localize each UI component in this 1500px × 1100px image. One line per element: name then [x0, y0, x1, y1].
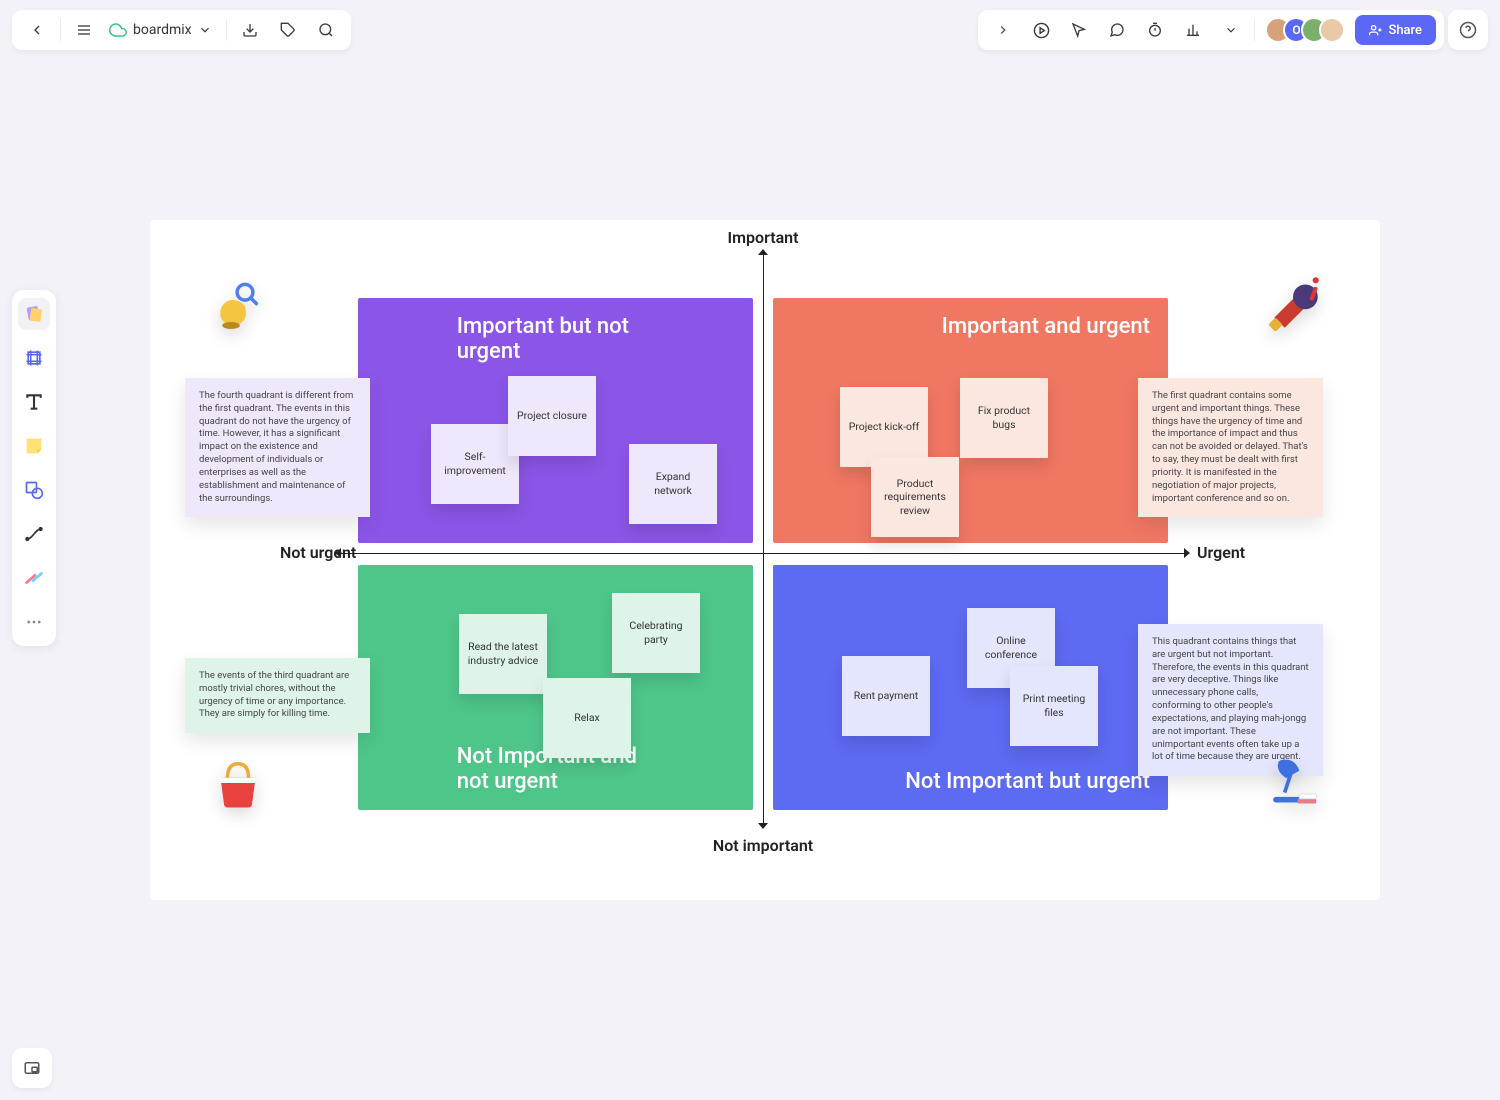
axis-line — [763, 250, 764, 828]
minimap-icon — [23, 1059, 41, 1077]
frame-icon — [24, 348, 44, 368]
share-button[interactable]: Share — [1355, 15, 1436, 45]
shopping-bag-icon — [210, 755, 266, 811]
search-icon — [318, 22, 334, 38]
sticky-note[interactable]: Expand network — [629, 444, 717, 524]
megaphone-icon — [1260, 270, 1316, 326]
tag-icon — [280, 22, 296, 38]
sticky-note[interactable]: Relax — [543, 678, 631, 758]
axis-label-top: Important — [728, 228, 799, 247]
timer-button[interactable] — [1138, 13, 1172, 47]
back-button[interactable] — [20, 13, 54, 47]
info-box-info_tr[interactable]: The first quadrant contains some urgent … — [1138, 378, 1323, 517]
download-button[interactable] — [233, 13, 267, 47]
divider — [60, 19, 61, 41]
avatar[interactable] — [1319, 17, 1345, 43]
cursor-icon — [1071, 22, 1087, 38]
left-toolbox — [12, 290, 56, 646]
axis-arrowhead — [758, 249, 768, 255]
highlighter-icon — [23, 567, 45, 589]
tool-sticky-note[interactable] — [18, 430, 50, 462]
comment-button[interactable] — [1100, 13, 1134, 47]
sticky-note[interactable]: Project kick-off — [840, 387, 928, 467]
menu-button[interactable] — [67, 13, 101, 47]
bell-icon — [210, 280, 266, 336]
sticky-note-icon — [23, 435, 45, 457]
topbar-right: O Share — [978, 10, 1444, 50]
tool-pen[interactable] — [18, 562, 50, 594]
timer-icon — [1147, 22, 1163, 38]
tool-shape[interactable] — [18, 474, 50, 506]
sticky-note[interactable]: Self-improvement — [431, 424, 519, 504]
board-title-dropdown[interactable]: boardmix — [105, 13, 220, 47]
sticky-note[interactable]: Print meeting files — [1010, 666, 1098, 746]
tag-button[interactable] — [271, 13, 305, 47]
quadrant-title: Not Important but urgent — [905, 769, 1150, 794]
cloud-sync-icon — [109, 21, 127, 39]
template-cards-icon — [23, 303, 45, 325]
divider — [226, 19, 227, 41]
chevron-down-icon — [1224, 23, 1238, 37]
search-button[interactable] — [309, 13, 343, 47]
canvas[interactable]: ImportantNot importantNot urgentUrgentIm… — [150, 220, 1380, 900]
share-label: Share — [1388, 23, 1422, 38]
download-icon — [242, 22, 258, 38]
laser-button[interactable] — [1062, 13, 1096, 47]
tool-connector[interactable] — [18, 518, 50, 550]
sticky-note[interactable]: Fix product bugs — [960, 378, 1048, 458]
chart-icon — [1185, 22, 1201, 38]
chevron-right-icon — [996, 23, 1010, 37]
axis-label-bottom: Not important — [713, 836, 813, 855]
topbar-left: boardmix — [12, 10, 351, 50]
axis-arrowhead — [758, 823, 768, 829]
hamburger-icon — [76, 22, 92, 38]
comment-icon — [1109, 22, 1125, 38]
tool-more[interactable] — [18, 606, 50, 638]
help-button[interactable] — [1448, 10, 1488, 50]
divider — [1254, 19, 1255, 41]
quadrant-title: Important and urgent — [942, 314, 1150, 339]
more-icon — [25, 613, 43, 631]
play-circle-icon — [1033, 22, 1050, 39]
minimap-button[interactable] — [12, 1048, 52, 1088]
text-icon — [24, 392, 44, 412]
vote-button[interactable] — [1176, 13, 1210, 47]
axis-arrowhead — [335, 548, 341, 558]
board-title: boardmix — [133, 22, 192, 38]
tool-templates[interactable] — [18, 298, 50, 330]
axis-label-right: Urgent — [1197, 543, 1245, 562]
sticky-note[interactable]: Rent payment — [842, 656, 930, 736]
shape-icon — [24, 480, 44, 500]
desk-lamp-icon — [1260, 750, 1316, 806]
axis-line — [340, 553, 1185, 554]
expand-button[interactable] — [986, 13, 1020, 47]
sticky-note[interactable]: Project closure — [508, 376, 596, 456]
connector-icon — [24, 524, 44, 544]
chevron-down-icon — [198, 23, 212, 37]
quadrant-title: Important but not urgent — [457, 314, 655, 364]
axis-arrowhead — [1184, 548, 1190, 558]
more-tools-button[interactable] — [1214, 13, 1248, 47]
sticky-note[interactable]: Celebrating party — [612, 593, 700, 673]
collaborator-avatars[interactable]: O — [1265, 17, 1345, 43]
info-box-info_tl[interactable]: The fourth quadrant is different from th… — [185, 378, 370, 517]
sticky-note[interactable]: Product requirements review — [871, 457, 959, 537]
chevron-left-icon — [29, 22, 45, 38]
present-button[interactable] — [1024, 13, 1058, 47]
tool-text[interactable] — [18, 386, 50, 418]
info-box-info_bl[interactable]: The events of the third quadrant are mos… — [185, 658, 370, 733]
share-icon — [1369, 24, 1382, 37]
sticky-note[interactable]: Read the latest industry advice — [459, 614, 547, 694]
help-icon — [1459, 21, 1477, 39]
tool-frame[interactable] — [18, 342, 50, 374]
